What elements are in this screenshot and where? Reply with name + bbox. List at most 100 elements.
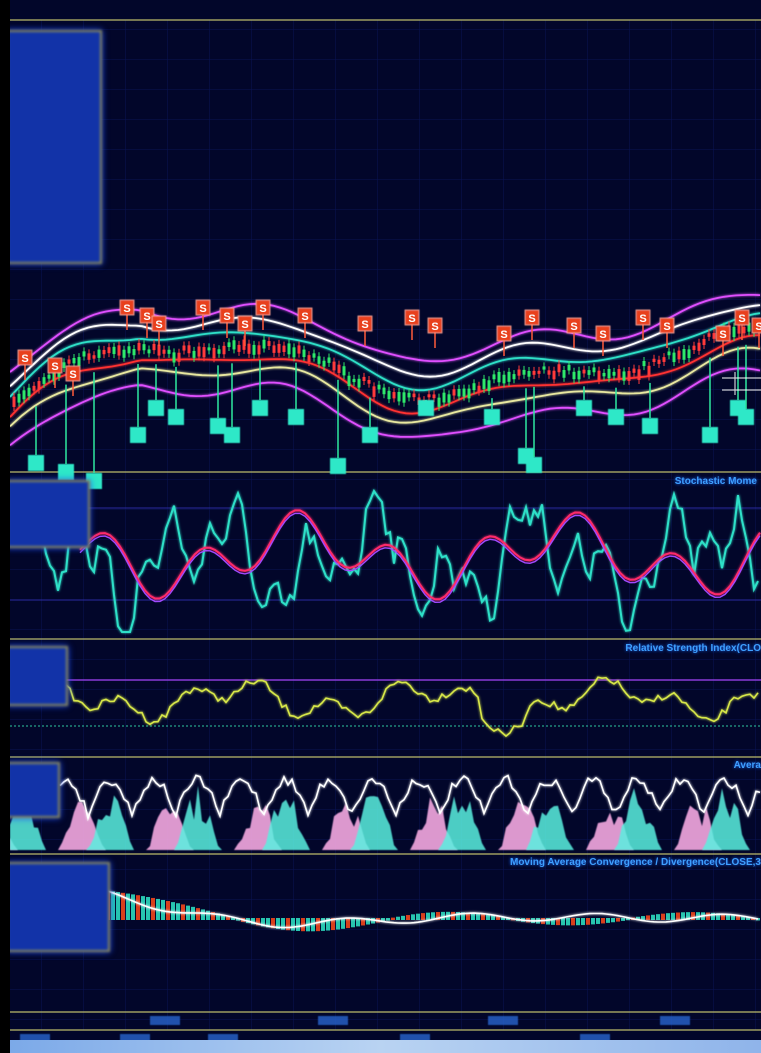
buy-signal-marker <box>58 464 74 480</box>
candle-body <box>297 345 301 354</box>
macd-histogram-bar <box>596 918 600 924</box>
macd-histogram-bar <box>496 916 500 920</box>
left-bezel <box>0 0 10 1053</box>
sell-signal-marker <box>237 315 253 332</box>
macd-histogram-bar <box>481 914 485 920</box>
macd-histogram-bar <box>226 916 230 920</box>
candle-body <box>77 357 81 366</box>
candle-body <box>362 376 366 381</box>
candle-body <box>482 378 486 389</box>
crosshair <box>722 372 761 395</box>
candle-body <box>577 370 581 380</box>
buy-signal-marker <box>484 409 500 425</box>
candle-body <box>512 374 516 380</box>
candle-body <box>447 394 451 403</box>
candle-body <box>72 358 76 364</box>
candle-body <box>292 347 296 358</box>
macd-histogram-bar <box>316 918 320 932</box>
buy-signal-marker <box>330 458 346 474</box>
sell-signal-marker <box>635 309 651 326</box>
candle-body <box>742 326 746 334</box>
candle-body <box>652 358 656 362</box>
candle-body <box>412 393 416 398</box>
macd-histogram-bar <box>566 918 570 926</box>
time-axis-label <box>20 1034 50 1043</box>
candle-body <box>622 371 626 381</box>
macd-title: Moving Average Convergence / Divergence(… <box>509 857 761 868</box>
macd-histogram-bar <box>146 896 150 920</box>
macd-histogram-bar <box>471 913 475 920</box>
candle-body <box>492 374 496 380</box>
macd-histogram-bar <box>706 912 710 920</box>
macd-histogram-bar <box>356 918 360 927</box>
candle-body <box>332 361 336 371</box>
buy-signal-marker <box>86 473 102 489</box>
macd-panel <box>105 889 760 932</box>
candle-body <box>267 341 271 346</box>
macd-line <box>105 889 759 929</box>
macd-histogram-bar <box>756 918 760 921</box>
candle-body <box>357 378 361 388</box>
candle-body <box>62 362 66 368</box>
candle-body <box>307 355 311 363</box>
time-axis-label <box>318 1016 348 1025</box>
candle-body <box>317 356 321 364</box>
candle-body <box>687 349 691 359</box>
macd-histogram-bar <box>451 911 455 920</box>
candle-body <box>257 345 261 355</box>
macd-histogram-bar <box>676 912 680 920</box>
macd-histogram-bar <box>576 918 580 926</box>
macd-histogram-bar <box>396 916 400 920</box>
candle-body <box>47 374 51 379</box>
macd-histogram-bar <box>731 914 735 920</box>
buy-signal-marker <box>702 427 718 443</box>
buy-signal-marker <box>224 427 240 443</box>
macd-histogram-bar <box>131 894 135 920</box>
macd-histogram-bar <box>431 912 435 920</box>
candle-body <box>167 349 171 354</box>
time-axis-label <box>660 1016 690 1025</box>
candle-body <box>142 344 146 351</box>
macd-histogram-bar <box>661 913 665 920</box>
candle-body <box>172 352 176 363</box>
sell-signal-label: S <box>408 313 415 325</box>
sell-signal-marker <box>47 357 63 374</box>
sell-signal-label: S <box>143 311 150 323</box>
candle-body <box>82 351 86 357</box>
candle-body <box>187 345 191 354</box>
candle-body <box>352 378 356 383</box>
candle-body <box>137 342 141 351</box>
candle-body <box>12 396 16 407</box>
sell-signal-marker <box>17 349 33 366</box>
candle-body <box>182 345 186 351</box>
candle-body <box>702 338 706 346</box>
candle-body <box>27 387 31 397</box>
sell-signal-label: S <box>599 329 606 341</box>
sell-signal-label: S <box>301 311 308 323</box>
macd-histogram-bar <box>636 916 640 920</box>
candle-body <box>202 347 206 358</box>
macd-histogram-bar <box>276 918 280 929</box>
candle-body <box>707 333 711 337</box>
candle-body <box>502 374 506 384</box>
macd-histogram-bar <box>506 917 510 920</box>
macd-histogram-bar <box>341 918 345 929</box>
macd-histogram-bar <box>196 908 200 920</box>
average-line <box>59 774 761 822</box>
candle-body <box>567 364 571 371</box>
candle-body <box>517 369 521 376</box>
buy-signal-marker <box>148 400 164 416</box>
candle-body <box>467 388 471 399</box>
sell-signal-marker <box>734 309 750 326</box>
time-axis-label <box>488 1016 518 1025</box>
sell-signal-label: S <box>21 353 28 365</box>
sell-signal-marker <box>715 325 731 342</box>
macd-histogram-bar <box>561 918 565 926</box>
stochastic-signal-line <box>79 512 761 604</box>
candle-body <box>102 349 106 355</box>
candle-body <box>97 349 101 358</box>
macd-histogram-bar <box>136 895 140 920</box>
candle-body <box>607 368 611 379</box>
macd-histogram-bar <box>466 912 470 920</box>
sell-signal-label: S <box>663 321 670 333</box>
